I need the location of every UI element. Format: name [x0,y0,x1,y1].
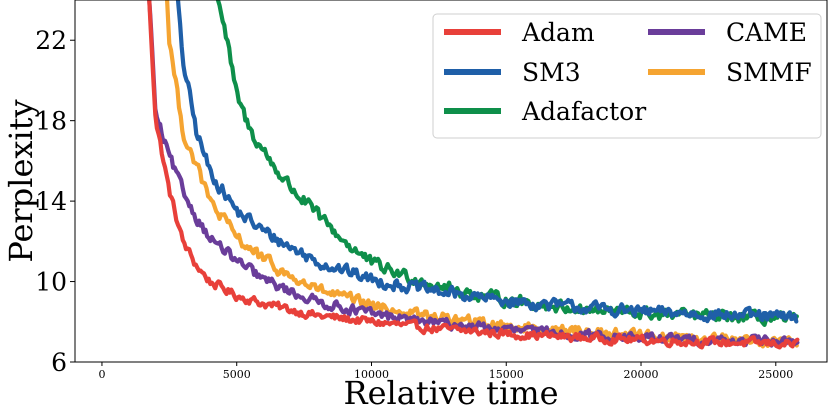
y-tick-label: 18 [35,107,67,136]
x-tick-label: 10000 [354,368,389,381]
y-tick-label: 14 [35,187,67,216]
legend-frame [432,13,822,139]
y-axis-ticks: 6 10 14 18 22 [35,26,75,377]
series-line-sm3 [175,0,799,324]
y-tick-label: 6 [51,348,67,377]
y-axis-label: Perplexity [2,99,40,262]
y-tick-label: 22 [35,26,67,55]
plot-frame [74,0,828,363]
x-tick-label: 5000 [223,368,251,381]
legend-label-smmf: SMMF [726,58,812,87]
legend-label-adafactor: Adafactor [521,97,646,126]
x-tick-label: 20000 [624,368,659,381]
legend-label-came: CAME [726,18,807,47]
series-layer [147,0,800,350]
series-line-adam [147,0,800,350]
series-line-came [147,0,800,349]
legend-label-sm3: SM3 [522,58,581,87]
x-tick-label: 0 [98,368,105,381]
legend: Adam SM3 Adafactor CAME SMMF [432,13,822,139]
x-axis-label: Relative time [344,374,559,412]
y-tick-label: 10 [35,268,67,297]
x-tick-label: 15000 [489,368,524,381]
axes-layer [74,0,828,363]
x-axis-ticks: 0 5000 10000 15000 20000 25000 [98,362,793,381]
legend-label-adam: Adam [521,18,595,47]
x-tick-label: 25000 [758,368,793,381]
